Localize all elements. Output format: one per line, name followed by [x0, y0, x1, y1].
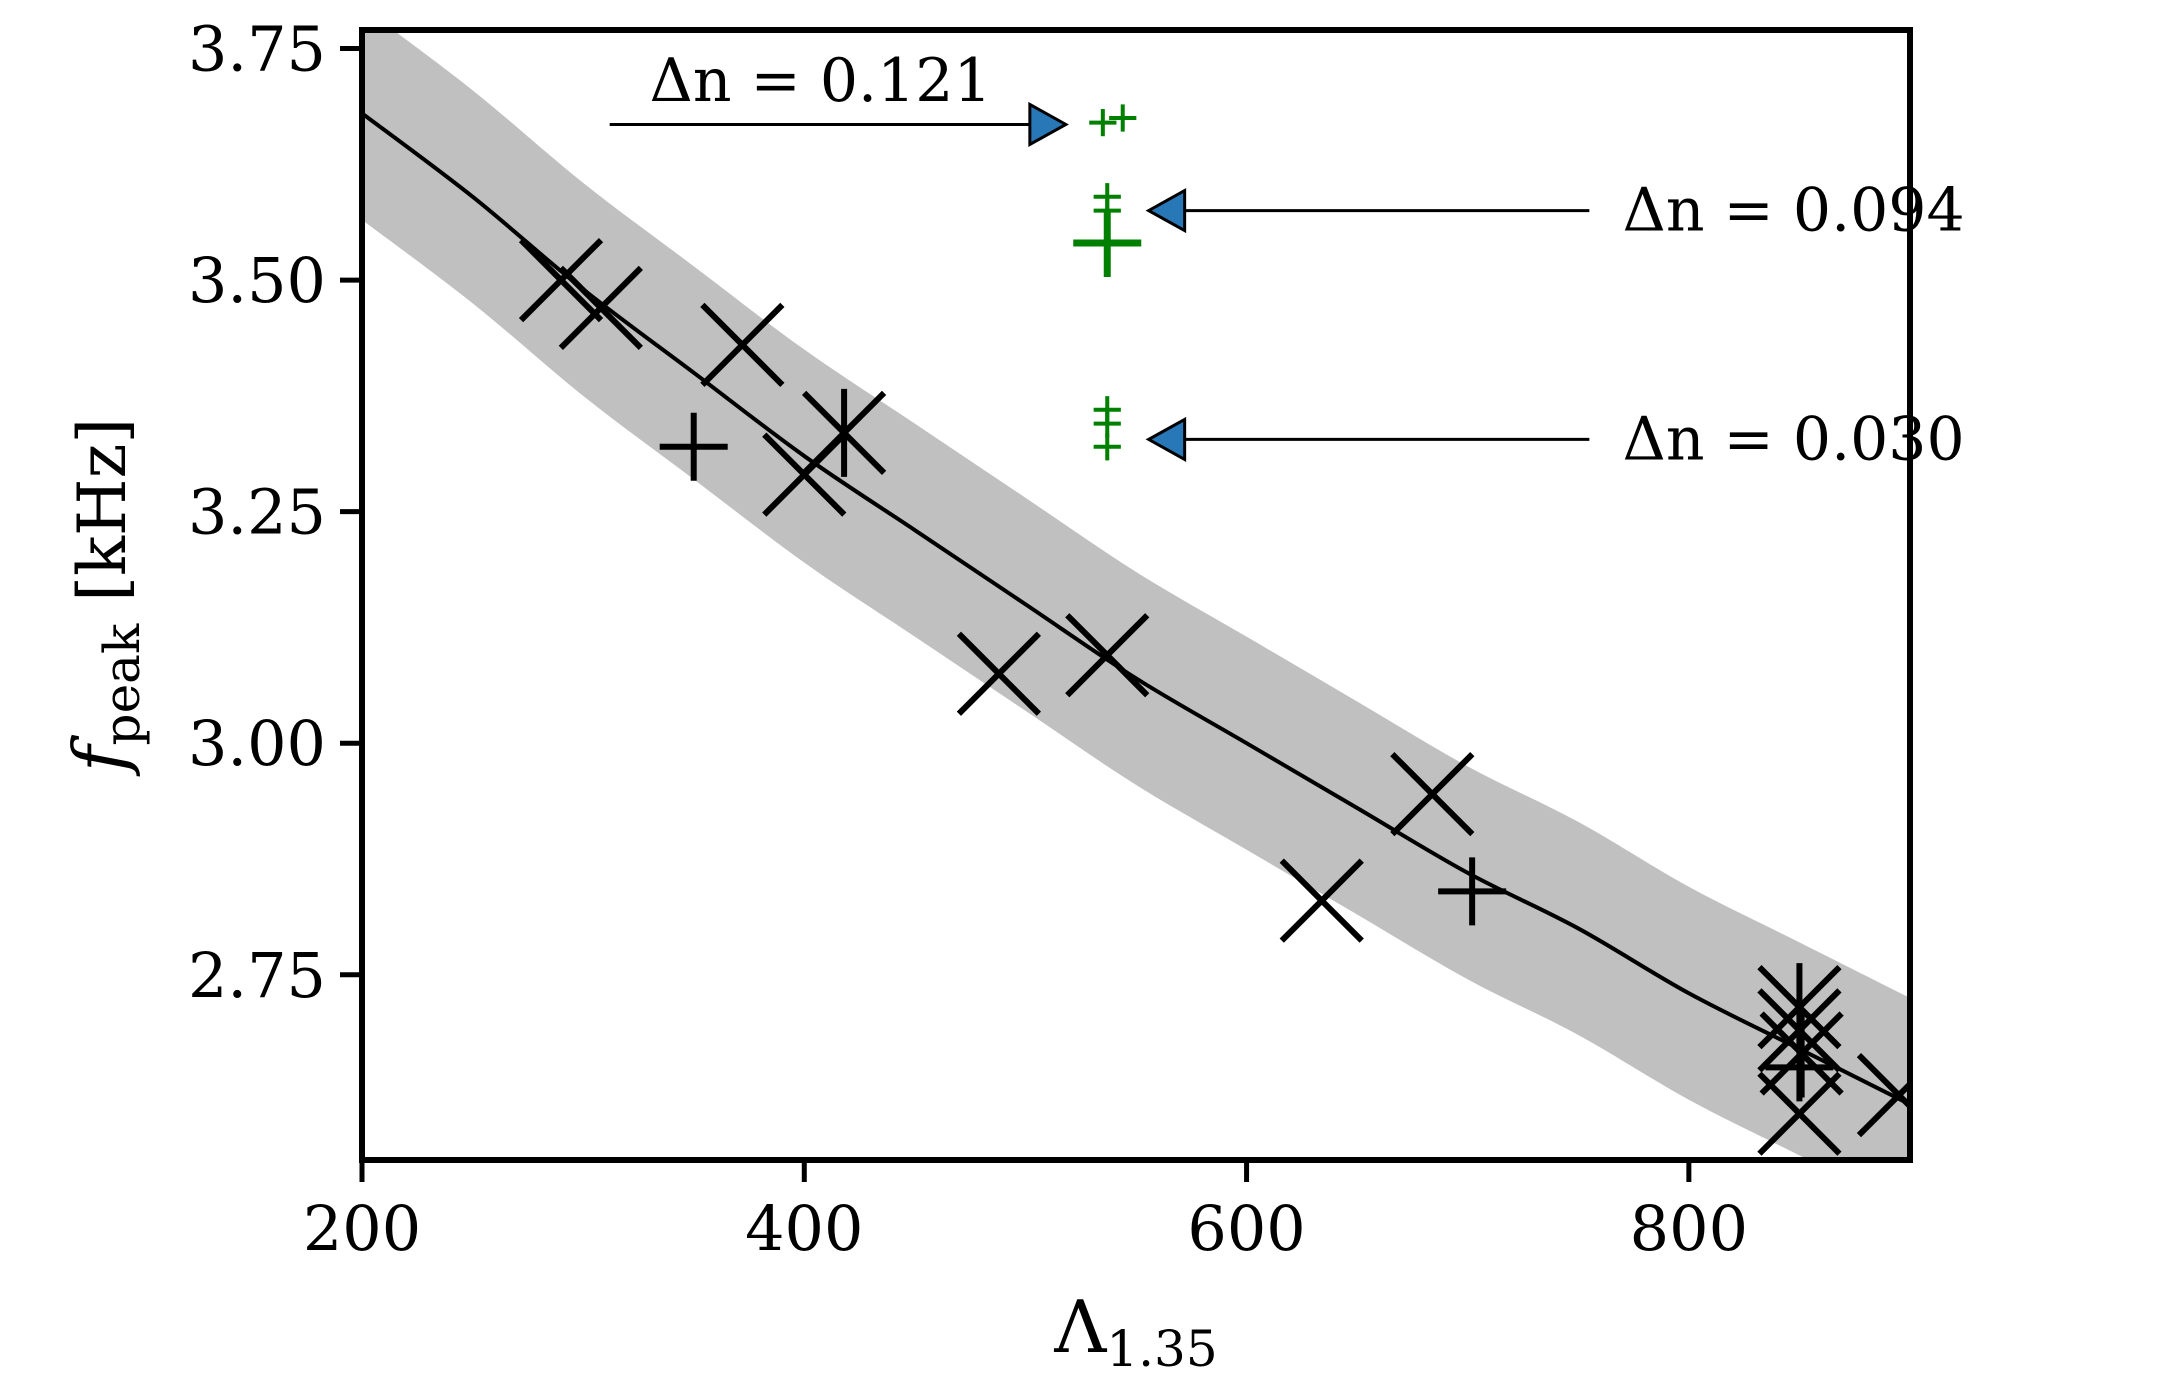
annotation-text: Δn = 0.121: [649, 46, 991, 116]
marker-stroke: [1390, 752, 1475, 837]
marker-plus-3-6: [1093, 410, 1121, 438]
marker-x-0-2: [700, 302, 785, 388]
annotation-arrow-head: [1028, 101, 1069, 148]
marker-plus-1-0: [659, 412, 728, 481]
x-axis-label: Λ1.35: [1053, 1285, 1217, 1376]
marker-x-0-6: [1279, 858, 1364, 943]
fit-line: [362, 111, 1910, 1107]
plot-frame: [359, 27, 1913, 1163]
annotation-text: Δn = 0.094: [1623, 176, 1965, 246]
marker-stroke: [700, 302, 785, 388]
marker-stroke: [558, 265, 643, 350]
y-tick-label: 3.50: [188, 244, 326, 317]
x-tick-label: 800: [1630, 1192, 1748, 1265]
tick-labels: 200 400 600 800 2.75 3.00 3.25 3.50 3.75: [188, 13, 1748, 1265]
band-area: [362, 30, 1910, 1160]
x-tick-label: 600: [1187, 1192, 1305, 1265]
y-tick-label: 3.75: [188, 13, 326, 86]
annotation-1: Δn = 0.094: [1145, 176, 1965, 246]
marker-stroke: [1279, 858, 1364, 943]
annotation-text: Δn = 0.030: [1623, 404, 1965, 474]
marker-x-0-5: [1065, 613, 1150, 698]
marker-x-0-0: [518, 237, 604, 323]
marker-stroke: [1065, 613, 1150, 698]
y-tick-label: 3.25: [188, 476, 326, 549]
marker-plus-1-1: [1438, 857, 1507, 926]
y-axis-label-sub: peak: [93, 623, 151, 745]
x-axis-label-sub: 1.35: [1106, 1320, 1217, 1376]
marker-stroke: [1757, 1071, 1842, 1156]
y-axis-label-unit: [kHz]: [64, 418, 141, 602]
x-tick-label: 200: [303, 1192, 421, 1265]
marker-x-0-1: [558, 265, 643, 350]
marker-star-2-2: [1759, 1009, 1844, 1098]
marker-x-0-9: [1757, 1071, 1842, 1156]
x-axis-label-main: Λ: [1053, 1285, 1107, 1369]
annotation-2: Δn = 0.030: [1145, 404, 1965, 474]
marker-stroke: [956, 631, 1042, 716]
marker-plus-3-1: [1109, 104, 1137, 132]
axis-ticks: [340, 46, 1692, 1182]
annotation-arrow-head: [1145, 416, 1187, 462]
y-axis-label: fpeak[kHz]: [58, 418, 151, 777]
y-tick-label: 2.75: [188, 939, 326, 1012]
marker-x-0-10: [1856, 1053, 1910, 1138]
marker-star-2-0: [801, 388, 887, 477]
marker-x-0-4: [956, 631, 1042, 716]
annotation-0: Δn = 0.121: [609, 46, 1069, 148]
marker-plus-3-7: [1093, 433, 1121, 461]
uncertainty-band: [362, 30, 1910, 1160]
marker-plus-3-4: [1073, 209, 1142, 278]
marker-plus-3-0: [1089, 109, 1117, 137]
fit-curve: [362, 111, 1910, 1107]
annotation-arrow-head: [1145, 188, 1187, 234]
marker-stroke: [1856, 1079, 1910, 1138]
marker-stroke: [518, 237, 604, 323]
y-tick-label: 3.00: [188, 707, 326, 780]
x-tick-label: 400: [745, 1192, 863, 1265]
data-markers: [518, 104, 1910, 1156]
marker-x-0-7: [1390, 752, 1475, 837]
